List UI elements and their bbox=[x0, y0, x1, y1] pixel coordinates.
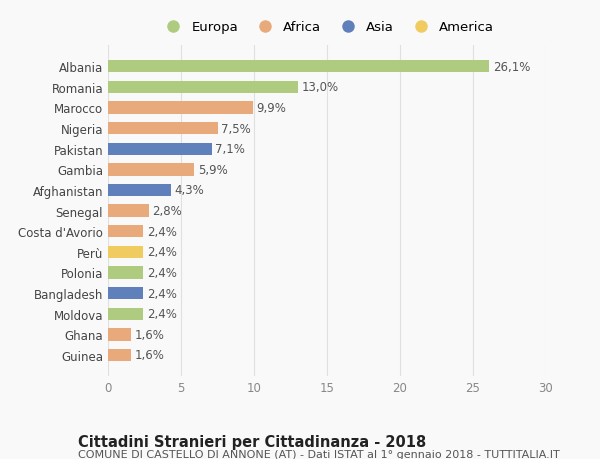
Text: 4,3%: 4,3% bbox=[175, 184, 204, 197]
Text: Cittadini Stranieri per Cittadinanza - 2018: Cittadini Stranieri per Cittadinanza - 2… bbox=[78, 434, 426, 449]
Bar bbox=[108, 164, 194, 176]
Bar bbox=[108, 123, 218, 135]
Bar bbox=[108, 329, 131, 341]
Text: 7,5%: 7,5% bbox=[221, 123, 251, 135]
Legend: Europa, Africa, Asia, America: Europa, Africa, Asia, America bbox=[155, 16, 499, 39]
Text: 13,0%: 13,0% bbox=[301, 81, 338, 94]
Text: 2,4%: 2,4% bbox=[146, 246, 176, 259]
Bar bbox=[108, 308, 143, 320]
Text: 2,4%: 2,4% bbox=[146, 266, 176, 280]
Text: COMUNE DI CASTELLO DI ANNONE (AT) - Dati ISTAT al 1° gennaio 2018 - TUTTITALIA.I: COMUNE DI CASTELLO DI ANNONE (AT) - Dati… bbox=[78, 449, 560, 459]
Text: 1,6%: 1,6% bbox=[135, 349, 165, 362]
Bar bbox=[108, 225, 143, 238]
Text: 7,1%: 7,1% bbox=[215, 143, 245, 156]
Text: 9,9%: 9,9% bbox=[256, 102, 286, 115]
Bar bbox=[108, 82, 298, 94]
Text: 2,8%: 2,8% bbox=[152, 205, 182, 218]
Bar bbox=[108, 185, 171, 197]
Text: 2,4%: 2,4% bbox=[146, 225, 176, 238]
Text: 2,4%: 2,4% bbox=[146, 287, 176, 300]
Bar bbox=[108, 349, 131, 361]
Bar bbox=[108, 61, 489, 73]
Bar bbox=[108, 246, 143, 258]
Bar bbox=[108, 102, 253, 114]
Bar bbox=[108, 267, 143, 279]
Text: 1,6%: 1,6% bbox=[135, 328, 165, 341]
Text: 5,9%: 5,9% bbox=[198, 163, 227, 176]
Bar bbox=[108, 287, 143, 300]
Bar bbox=[108, 143, 212, 156]
Text: 2,4%: 2,4% bbox=[146, 308, 176, 320]
Bar bbox=[108, 205, 149, 217]
Text: 26,1%: 26,1% bbox=[493, 61, 530, 73]
